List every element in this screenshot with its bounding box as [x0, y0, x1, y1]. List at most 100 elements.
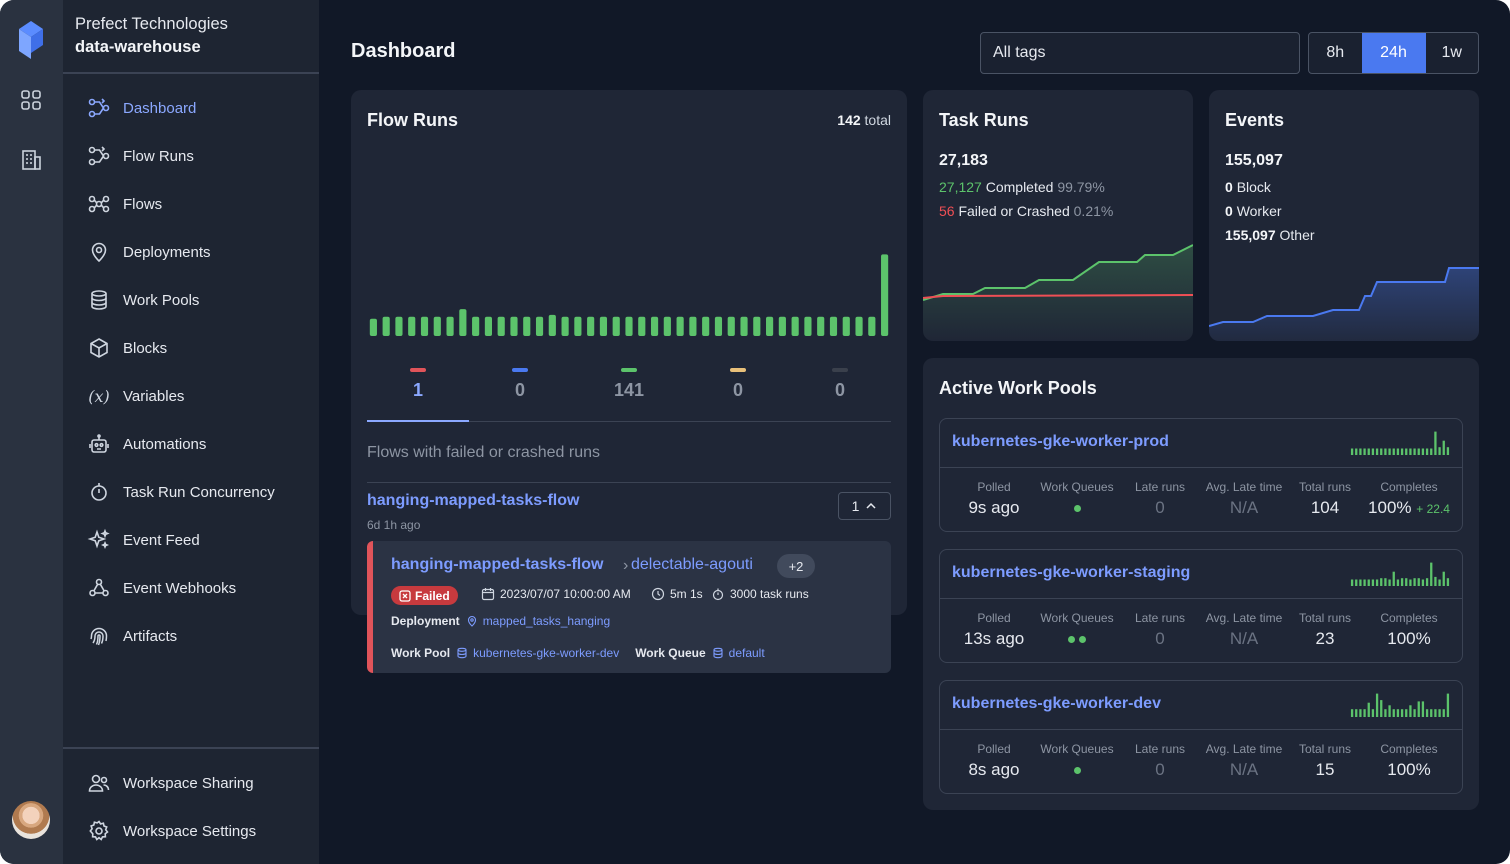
sparkline-bar [1446, 578, 1450, 586]
sidebar-item-task-run-concurrency[interactable]: Task Run Concurrency [87, 477, 275, 507]
histogram-bar[interactable] [753, 316, 761, 336]
work-queue-label: Work Queue [635, 646, 706, 660]
histogram-bar[interactable] [855, 316, 863, 336]
histogram-bar[interactable] [689, 316, 697, 336]
histogram-bar[interactable] [433, 316, 441, 336]
flow-runs-histogram[interactable] [367, 240, 891, 336]
state-tab-completed[interactable]: 141 [578, 368, 680, 401]
histogram-bar[interactable] [791, 316, 799, 336]
histogram-bar[interactable] [868, 316, 876, 336]
sidebar-item-workspace-settings[interactable]: Workspace Settings [87, 816, 256, 846]
range-24h-button[interactable]: 24h [1361, 33, 1426, 73]
histogram-bar[interactable] [459, 309, 467, 336]
histogram-bar[interactable] [472, 316, 480, 336]
histogram-bar[interactable] [778, 316, 786, 336]
run-flow-link[interactable]: hanging-mapped-tasks-flow [391, 556, 604, 573]
histogram-bar[interactable] [766, 316, 774, 336]
work-pool-card[interactable]: kubernetes-gke-worker-staging Polled 13s … [939, 549, 1463, 663]
histogram-bar[interactable] [881, 254, 889, 336]
state-tab-late[interactable]: 0 [687, 368, 789, 401]
work-pool-card[interactable]: kubernetes-gke-worker-prod Polled 9s ago … [939, 418, 1463, 532]
sidebar-item-automations[interactable]: Automations [87, 429, 206, 459]
histogram-bar[interactable] [842, 316, 850, 336]
sparkline-bar [1392, 448, 1395, 455]
histogram-bar[interactable] [420, 316, 429, 336]
sidebar-item-deployments[interactable]: Deployments [87, 237, 211, 267]
sidebar-item-flow-runs[interactable]: Flow Runs [87, 141, 194, 171]
histogram-bar[interactable] [817, 316, 825, 336]
histogram-bar[interactable] [650, 316, 659, 336]
state-swatch [410, 368, 426, 372]
sidebar-item-variables[interactable]: (𝑥) Variables [87, 381, 184, 411]
sidebar-item-workspace-sharing[interactable]: Workspace Sharing [87, 768, 254, 798]
user-avatar[interactable] [12, 801, 50, 839]
flows-icon [87, 192, 111, 216]
task-runs-chart[interactable] [923, 240, 1193, 341]
histogram-bar[interactable] [612, 316, 620, 336]
sidebar-item-artifacts[interactable]: Artifacts [87, 621, 177, 651]
pool-stat-polled: Polled 9s ago [960, 480, 1028, 518]
sidebar-item-dashboard[interactable]: Dashboard [87, 93, 196, 123]
range-8h-button[interactable]: 8h [1326, 44, 1345, 61]
histogram-bar[interactable] [587, 316, 595, 336]
flow-name-link[interactable]: hanging-mapped-tasks-flow [367, 492, 580, 509]
sparkline-bar [1442, 440, 1445, 455]
histogram-bar[interactable] [829, 316, 838, 336]
work-pool-link[interactable]: kubernetes-gke-worker-dev [456, 646, 619, 660]
histogram-bar[interactable] [702, 316, 710, 336]
histogram-bar[interactable] [638, 316, 646, 336]
histogram-bar[interactable] [395, 316, 403, 336]
work-queue-link[interactable]: default [712, 646, 765, 660]
histogram-bar[interactable] [740, 316, 748, 336]
histogram-bar[interactable] [535, 316, 544, 336]
stat-label: Work Queues [1040, 611, 1114, 625]
pool-stat-polled: Polled 13s ago [960, 611, 1028, 649]
sidebar-item-blocks[interactable]: Blocks [87, 333, 167, 363]
work-pool-name-link[interactable]: kubernetes-gke-worker-dev [952, 695, 1161, 712]
histogram-bar[interactable] [727, 316, 735, 336]
histogram-bar[interactable] [663, 316, 671, 336]
building-icon[interactable] [19, 148, 43, 172]
state-tab-failed[interactable]: 1 [367, 368, 469, 401]
extra-tags-badge[interactable]: +2 [777, 554, 815, 578]
work-pool-name-link[interactable]: kubernetes-gke-worker-staging [952, 564, 1191, 581]
tags-filter-input[interactable]: All tags [980, 32, 1300, 74]
prefect-logo-icon[interactable] [17, 19, 45, 61]
histogram-bar[interactable] [523, 316, 531, 336]
sidebar-item-flows[interactable]: Flows [87, 189, 162, 219]
histogram-bar[interactable] [625, 316, 633, 336]
grid-icon[interactable] [19, 88, 43, 112]
run-name-link[interactable]: delectable-agouti [631, 556, 753, 573]
histogram-bar[interactable] [369, 318, 377, 336]
workspace-name[interactable]: data-warehouse [75, 38, 201, 56]
org-name[interactable]: Prefect Technologies [75, 15, 228, 33]
histogram-bar[interactable] [484, 316, 492, 336]
histogram-bar[interactable] [676, 316, 684, 336]
sidebar-item-event-webhooks[interactable]: Event Webhooks [87, 573, 236, 603]
histogram-bar[interactable] [714, 316, 723, 336]
collapse-toggle-button[interactable]: 1 [838, 492, 891, 520]
state-tab-running[interactable]: 0 [469, 368, 571, 401]
histogram-bar[interactable] [510, 316, 518, 336]
histogram-bar[interactable] [382, 316, 390, 336]
work-pool-card[interactable]: kubernetes-gke-worker-dev Polled 8s ago W… [939, 680, 1463, 794]
work-pool-name-link[interactable]: kubernetes-gke-worker-prod [952, 433, 1169, 450]
histogram-bar[interactable] [408, 316, 416, 336]
histogram-bar[interactable] [561, 316, 569, 336]
histogram-bar[interactable] [599, 316, 608, 336]
flow-run-card[interactable]: hanging-mapped-tasks-flow › delectable-a… [367, 541, 891, 673]
stat-label: Total runs [1298, 742, 1352, 756]
sparkline-bar [1355, 709, 1358, 717]
chevron-right-icon: › [623, 557, 629, 574]
state-tab-cancelled[interactable]: 0 [789, 368, 891, 401]
histogram-bar[interactable] [497, 316, 505, 336]
histogram-bar[interactable] [574, 316, 582, 336]
range-1w-button[interactable]: 1w [1441, 44, 1462, 61]
deployment-link[interactable]: mapped_tasks_hanging [466, 614, 610, 628]
events-chart[interactable] [1209, 240, 1479, 341]
histogram-bar[interactable] [804, 316, 812, 336]
histogram-bar[interactable] [548, 314, 556, 336]
sidebar-item-work-pools[interactable]: Work Pools [87, 285, 199, 315]
histogram-bar[interactable] [446, 316, 454, 336]
sidebar-item-event-feed[interactable]: Event Feed [87, 525, 200, 555]
